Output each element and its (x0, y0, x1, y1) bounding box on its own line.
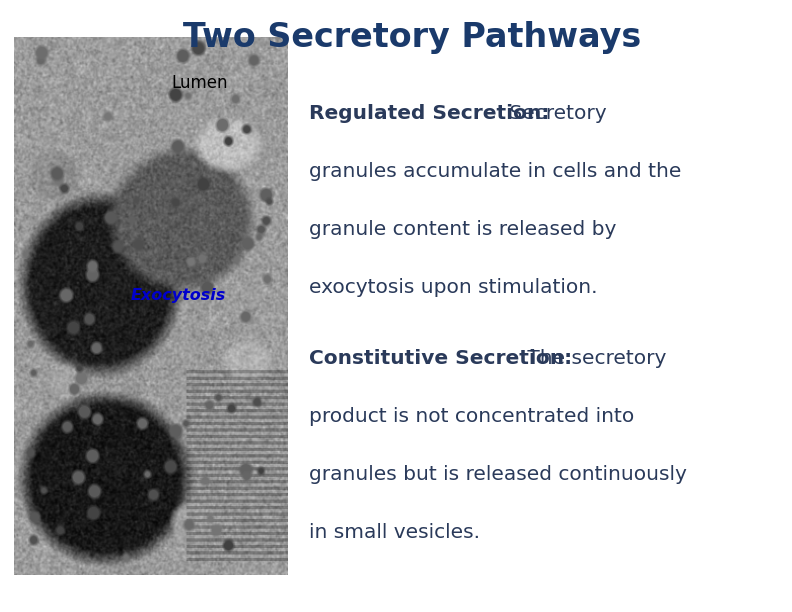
Text: Lumen: Lumen (172, 75, 228, 92)
Text: granules accumulate in cells and the: granules accumulate in cells and the (309, 162, 681, 181)
Text: Regulated Secretion:: Regulated Secretion: (309, 104, 550, 123)
Text: The secretory: The secretory (521, 349, 667, 368)
Text: product is not concentrated into: product is not concentrated into (309, 407, 634, 426)
Text: exocytosis upon stimulation.: exocytosis upon stimulation. (309, 278, 597, 297)
Text: Two Secretory Pathways: Two Secretory Pathways (183, 21, 641, 54)
Text: Secretory: Secretory (503, 104, 607, 123)
Text: granule content is released by: granule content is released by (309, 220, 616, 239)
Text: Exocytosis: Exocytosis (131, 288, 226, 303)
Text: in small vesicles.: in small vesicles. (309, 523, 480, 542)
Text: Constitutive Secretion:: Constitutive Secretion: (309, 349, 572, 368)
Text: granules but is released continuously: granules but is released continuously (309, 465, 687, 484)
